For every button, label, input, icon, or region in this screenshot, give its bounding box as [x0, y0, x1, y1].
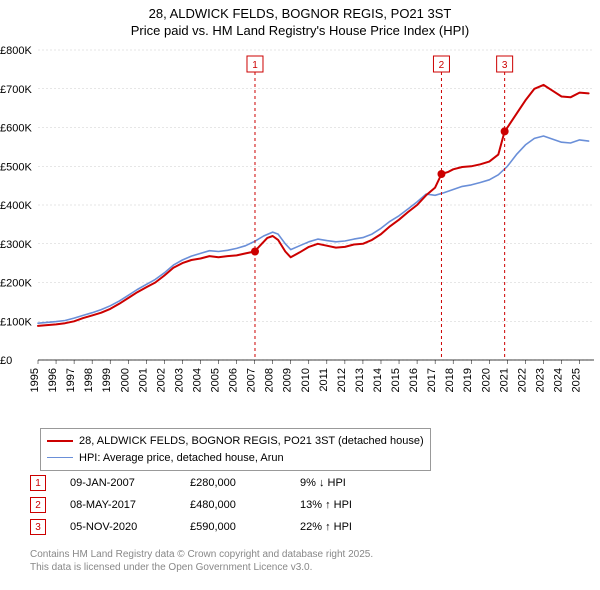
svg-text:£0: £0	[0, 355, 12, 367]
svg-text:2023: 2023	[534, 368, 546, 392]
svg-text:2019: 2019	[462, 368, 474, 392]
footer-line-1: Contains HM Land Registry data © Crown c…	[30, 548, 373, 561]
svg-text:£300K: £300K	[0, 239, 32, 251]
svg-text:2021: 2021	[498, 368, 510, 392]
title-line-1: 28, ALDWICK FELDS, BOGNOR REGIS, PO21 3S…	[0, 6, 600, 23]
svg-text:1997: 1997	[65, 368, 77, 392]
svg-text:2024: 2024	[553, 368, 565, 392]
chart-area: £0 £100K £200K £300K £400K £500K £600K £700K £80…	[0, 40, 600, 420]
sales-table: 1 09-JAN-2007 £280,000 9% ↓ HPI 2 08-MAY…	[30, 472, 410, 538]
sales-row-2: 2 08-MAY-2017 £480,000 13% ↑ HPI	[30, 494, 410, 516]
svg-text:£100K: £100K	[0, 316, 32, 328]
svg-text:2017: 2017	[426, 368, 438, 392]
svg-text:£600K: £600K	[0, 123, 32, 135]
legend-label-1: 28, ALDWICK FELDS, BOGNOR REGIS, PO21 3S…	[79, 433, 424, 450]
sale-diff-3: 22% ↑ HPI	[300, 521, 410, 533]
sale-date-2: 08-MAY-2017	[70, 499, 190, 511]
svg-text:£500K: £500K	[0, 161, 32, 173]
legend-label-2: HPI: Average price, detached house, Arun	[79, 450, 284, 467]
legend-swatch-1	[47, 440, 73, 442]
sale-price-3: £590,000	[190, 521, 300, 533]
sales-row-3: 3 05-NOV-2020 £590,000 22% ↑ HPI	[30, 516, 410, 538]
svg-text:£800K: £800K	[0, 45, 32, 57]
svg-text:2007: 2007	[246, 368, 258, 392]
svg-text:2001: 2001	[137, 368, 149, 392]
svg-text:2009: 2009	[282, 368, 294, 392]
sale-price-1: £280,000	[190, 477, 300, 489]
svg-text:2002: 2002	[155, 368, 167, 392]
legend-item-2: HPI: Average price, detached house, Arun	[47, 450, 424, 467]
svg-text:2022: 2022	[516, 368, 528, 392]
sale-date-1: 09-JAN-2007	[70, 477, 190, 489]
svg-text:1: 1	[252, 60, 258, 71]
chart-title: 28, ALDWICK FELDS, BOGNOR REGIS, PO21 3S…	[0, 0, 600, 40]
sale-marker-2: 2	[30, 497, 46, 513]
chart-svg: £0 £100K £200K £300K £400K £500K £600K £700K £80…	[0, 40, 600, 420]
svg-text:1995: 1995	[29, 368, 41, 392]
footer: Contains HM Land Registry data © Crown c…	[30, 548, 373, 574]
svg-text:2010: 2010	[300, 368, 312, 392]
svg-text:3: 3	[502, 60, 508, 71]
legend: 28, ALDWICK FELDS, BOGNOR REGIS, PO21 3S…	[40, 428, 431, 471]
svg-text:2012: 2012	[336, 368, 348, 392]
footer-line-2: This data is licensed under the Open Gov…	[30, 561, 373, 574]
svg-text:2: 2	[439, 60, 445, 71]
svg-text:2016: 2016	[408, 368, 420, 392]
sale-marker-1: 1	[30, 475, 46, 491]
legend-swatch-2	[47, 457, 73, 458]
sale-price-2: £480,000	[190, 499, 300, 511]
svg-text:2015: 2015	[390, 368, 402, 392]
svg-text:2020: 2020	[480, 368, 492, 392]
svg-text:2018: 2018	[444, 368, 456, 392]
svg-text:2004: 2004	[191, 368, 203, 392]
svg-text:2000: 2000	[119, 368, 131, 392]
sale-marker-3: 3	[30, 519, 46, 535]
svg-text:£400K: £400K	[0, 200, 32, 212]
svg-text:£700K: £700K	[0, 84, 32, 96]
svg-text:2003: 2003	[173, 368, 185, 392]
svg-text:2005: 2005	[210, 368, 222, 392]
svg-text:2011: 2011	[318, 368, 330, 392]
sales-row-1: 1 09-JAN-2007 £280,000 9% ↓ HPI	[30, 472, 410, 494]
svg-text:2025: 2025	[571, 368, 583, 392]
svg-text:2006: 2006	[228, 368, 240, 392]
svg-text:2013: 2013	[354, 368, 366, 392]
sale-date-3: 05-NOV-2020	[70, 521, 190, 533]
svg-text:2014: 2014	[372, 368, 384, 392]
legend-item-1: 28, ALDWICK FELDS, BOGNOR REGIS, PO21 3S…	[47, 433, 424, 450]
svg-text:1998: 1998	[83, 368, 95, 392]
svg-text:1999: 1999	[101, 368, 113, 392]
svg-text:£200K: £200K	[0, 278, 32, 290]
sale-diff-1: 9% ↓ HPI	[300, 477, 410, 489]
svg-text:2008: 2008	[264, 368, 276, 392]
svg-text:1996: 1996	[47, 368, 59, 392]
title-line-2: Price paid vs. HM Land Registry's House …	[0, 23, 600, 40]
sale-diff-2: 13% ↑ HPI	[300, 499, 410, 511]
